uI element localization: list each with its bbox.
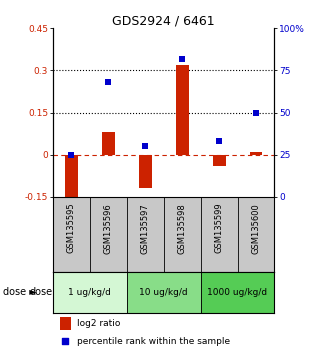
- Bar: [213, 155, 226, 166]
- Text: dose: dose: [30, 287, 53, 297]
- Point: [179, 56, 185, 62]
- Bar: [65, 155, 78, 201]
- Text: 1000 ug/kg/d: 1000 ug/kg/d: [207, 288, 268, 297]
- Bar: [60, 317, 71, 330]
- Text: 1 ug/kg/d: 1 ug/kg/d: [68, 288, 111, 297]
- Bar: [176, 65, 189, 155]
- Point: [106, 79, 111, 85]
- Text: dose ►: dose ►: [3, 287, 37, 297]
- Text: 10 ug/kg/d: 10 ug/kg/d: [139, 288, 188, 297]
- Text: GSM135595: GSM135595: [67, 203, 76, 253]
- Bar: [102, 132, 115, 155]
- Bar: [53, 272, 127, 313]
- Point: [143, 143, 148, 149]
- Bar: [201, 272, 274, 313]
- Text: GSM135598: GSM135598: [178, 203, 187, 253]
- Text: log2 ratio: log2 ratio: [77, 319, 121, 327]
- Text: GSM135600: GSM135600: [251, 203, 261, 253]
- Point: [63, 338, 68, 344]
- Text: GSM135599: GSM135599: [214, 203, 224, 253]
- Text: percentile rank within the sample: percentile rank within the sample: [77, 337, 230, 346]
- Point: [216, 138, 221, 144]
- Point: [253, 110, 258, 115]
- Title: GDS2924 / 6461: GDS2924 / 6461: [112, 14, 215, 27]
- Text: GSM135596: GSM135596: [104, 203, 113, 253]
- Point: [69, 152, 74, 158]
- Bar: [127, 272, 201, 313]
- Bar: [139, 155, 152, 188]
- Text: GSM135597: GSM135597: [141, 203, 150, 253]
- Bar: [249, 152, 263, 155]
